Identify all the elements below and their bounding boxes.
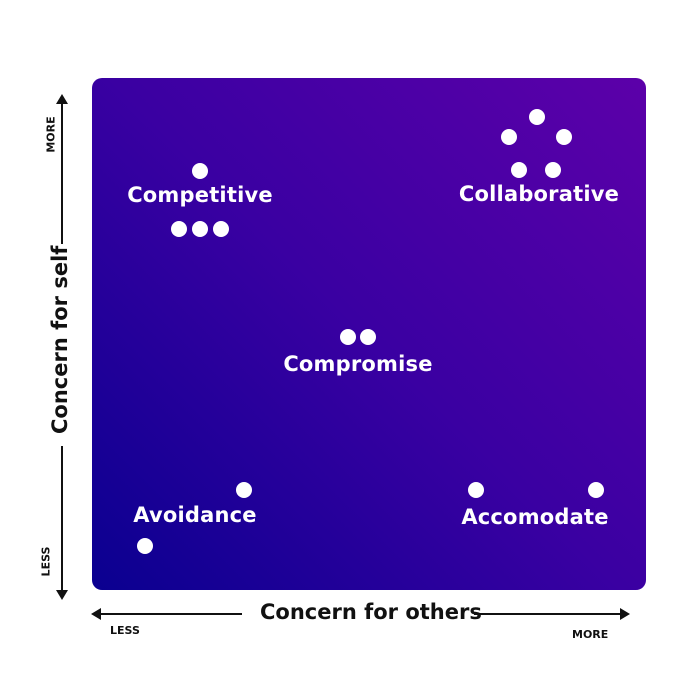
avoidance-dot [236, 482, 252, 498]
collaborative-dot [501, 129, 517, 145]
y-axis-more-label: MORE [44, 116, 58, 153]
accomodate-dot [588, 482, 604, 498]
avoidance-label: Avoidance [133, 503, 257, 527]
accomodate-label: Accomodate [461, 505, 609, 529]
x-axis-more-label: MORE [572, 628, 609, 641]
x-axis-line-right [474, 613, 622, 615]
collaborative-dot [545, 162, 561, 178]
competitive-dot [192, 221, 208, 237]
avoidance-dot [137, 538, 153, 554]
x-axis-title: Concern for others [260, 600, 482, 624]
arrow-down-icon [56, 590, 68, 600]
collaborative-label: Collaborative [458, 182, 620, 206]
compromise-dot [340, 329, 356, 345]
x-axis-line-left [100, 613, 242, 615]
competitive-dot [192, 163, 208, 179]
y-axis-line-top [61, 102, 63, 244]
compromise-label: Compromise [283, 352, 433, 376]
arrow-right-icon [620, 608, 630, 620]
competitive-label: Competitive [127, 183, 273, 207]
arrow-left-icon [91, 608, 101, 620]
y-axis-title: Concern for self [48, 245, 72, 434]
y-axis-line-bottom [61, 446, 63, 592]
competitive-dot [171, 221, 187, 237]
y-axis-less-label: LESS [39, 546, 53, 577]
compromise-dot [360, 329, 376, 345]
arrow-up-icon [56, 94, 68, 104]
collaborative-dot [556, 129, 572, 145]
collaborative-dot [529, 109, 545, 125]
x-axis-less-label: LESS [110, 624, 140, 637]
collaborative-dot [511, 162, 527, 178]
competitive-dot [213, 221, 229, 237]
accomodate-dot [468, 482, 484, 498]
